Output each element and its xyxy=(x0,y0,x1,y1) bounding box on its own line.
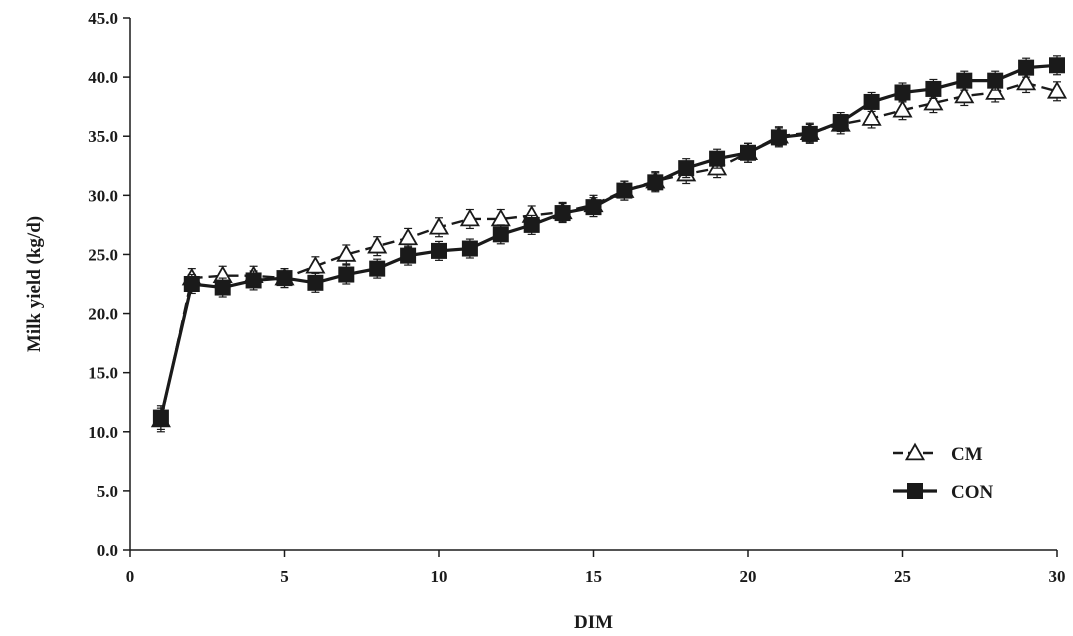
data-point-con xyxy=(894,84,911,101)
data-point-cm xyxy=(336,244,357,262)
x-tick-label: 25 xyxy=(894,567,911,586)
y-tick-label: 10.0 xyxy=(88,423,118,442)
series-line-cm xyxy=(159,81,1058,421)
x-tick-label: 10 xyxy=(431,567,448,586)
data-point-con xyxy=(523,216,540,233)
legend-label: CON xyxy=(951,482,994,503)
legend-entry-cm: CM xyxy=(893,442,983,465)
data-point-con xyxy=(338,266,355,283)
legend: CM CON xyxy=(893,442,994,503)
data-point-cm xyxy=(923,92,944,111)
data-point-con xyxy=(369,260,386,277)
y-tick-label: 0.0 xyxy=(97,541,118,560)
series-line-con xyxy=(159,63,1058,418)
data-point-con xyxy=(925,80,942,97)
data-point-cm xyxy=(428,216,450,235)
data-point-cm xyxy=(1016,72,1037,91)
y-tick-label: 5.0 xyxy=(97,482,118,501)
series-cm xyxy=(150,72,1068,433)
data-point-con xyxy=(214,279,231,296)
x-tick-label: 5 xyxy=(280,567,289,586)
data-point-con xyxy=(276,270,293,287)
data-point-con xyxy=(863,93,880,110)
data-point-con xyxy=(400,247,417,264)
series-con xyxy=(152,55,1065,431)
legend-marker xyxy=(904,442,926,461)
data-point-con xyxy=(554,205,571,222)
data-point-con xyxy=(801,125,818,142)
data-point-con xyxy=(678,160,695,177)
series-layer xyxy=(150,55,1068,433)
data-point-cm xyxy=(398,227,419,246)
data-point-con xyxy=(1018,59,1035,76)
data-point-con xyxy=(152,409,169,426)
y-tick-label: 20.0 xyxy=(88,305,118,324)
data-point-con xyxy=(245,272,262,289)
y-tick-label: 45.0 xyxy=(88,9,118,28)
data-point-con xyxy=(1049,57,1065,74)
data-point-con xyxy=(461,240,478,257)
x-axis-title: DIM xyxy=(574,612,613,633)
data-point-cm xyxy=(305,255,326,274)
y-tick-label: 25.0 xyxy=(88,245,118,264)
x-tick-label: 20 xyxy=(740,567,757,586)
legend-marker xyxy=(907,483,923,499)
data-point-con xyxy=(770,129,787,146)
data-point-con xyxy=(740,144,756,161)
legend-entry-con: CON xyxy=(893,482,994,503)
y-tick-label: 35.0 xyxy=(88,127,118,146)
data-point-con xyxy=(183,276,200,292)
data-point-con xyxy=(616,182,633,199)
data-point-con xyxy=(647,174,664,191)
data-point-con xyxy=(431,242,447,259)
data-point-con xyxy=(987,72,1004,89)
x-tick-label: 0 xyxy=(126,567,135,586)
data-point-cm xyxy=(892,99,913,118)
data-point-cm xyxy=(954,85,975,104)
data-point-con xyxy=(956,72,973,89)
data-point-con xyxy=(709,150,726,167)
data-point-cm xyxy=(985,82,1006,100)
y-tick-label: 40.0 xyxy=(88,68,118,87)
data-point-cm xyxy=(1046,80,1068,99)
data-point-cm xyxy=(367,235,388,254)
y-axis-title: Milk yield (kg/d) xyxy=(24,216,45,352)
x-tick-label: 30 xyxy=(1049,567,1066,586)
data-point-cm xyxy=(459,208,480,227)
y-tick-label: 30.0 xyxy=(88,186,118,205)
data-point-con xyxy=(307,274,324,291)
data-point-con xyxy=(832,114,849,131)
x-tick-label: 15 xyxy=(585,567,602,586)
legend-label: CM xyxy=(951,444,983,465)
data-point-cm xyxy=(861,108,882,126)
data-point-con xyxy=(585,199,602,216)
axes: 0.0 5.0 10.0 15.0 20.0 25.0 30.0 35.0 40.0 45.0 0 5… xyxy=(88,9,1065,586)
y-tick-label: 15.0 xyxy=(88,364,118,383)
data-point-con xyxy=(492,226,509,243)
